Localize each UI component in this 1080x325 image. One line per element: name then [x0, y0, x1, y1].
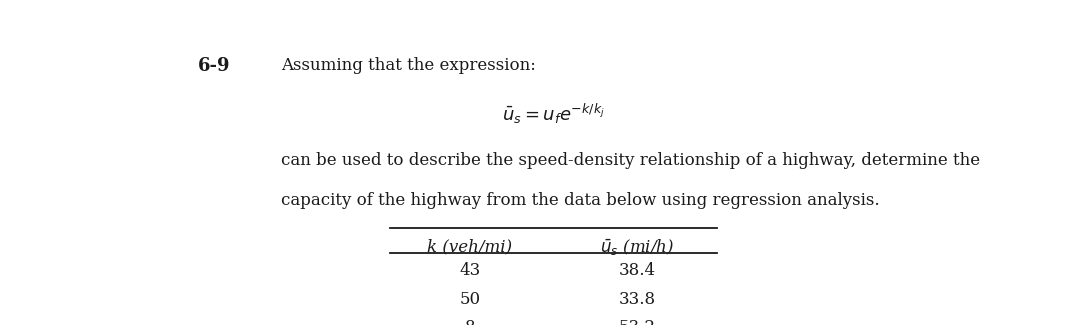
Text: can be used to describe the speed-density relationship of a highway, determine t: can be used to describe the speed-densit…: [282, 151, 981, 169]
Text: 8: 8: [464, 319, 475, 325]
Text: 33.8: 33.8: [619, 291, 656, 307]
Text: capacity of the highway from the data below using regression analysis.: capacity of the highway from the data be…: [282, 192, 880, 209]
Text: 6-9: 6-9: [198, 57, 230, 74]
Text: 43: 43: [459, 262, 481, 279]
Text: k (veh/mi): k (veh/mi): [428, 238, 512, 255]
Text: Assuming that the expression:: Assuming that the expression:: [282, 57, 537, 73]
Text: 53.2: 53.2: [619, 319, 656, 325]
Text: 50: 50: [459, 291, 481, 307]
Text: $\bar{u}_s = u_f e^{-k/k_j}$: $\bar{u}_s = u_f e^{-k/k_j}$: [502, 101, 605, 126]
Text: $\bar{u}_s$ (mi/h): $\bar{u}_s$ (mi/h): [600, 238, 674, 258]
Text: 38.4: 38.4: [619, 262, 656, 279]
